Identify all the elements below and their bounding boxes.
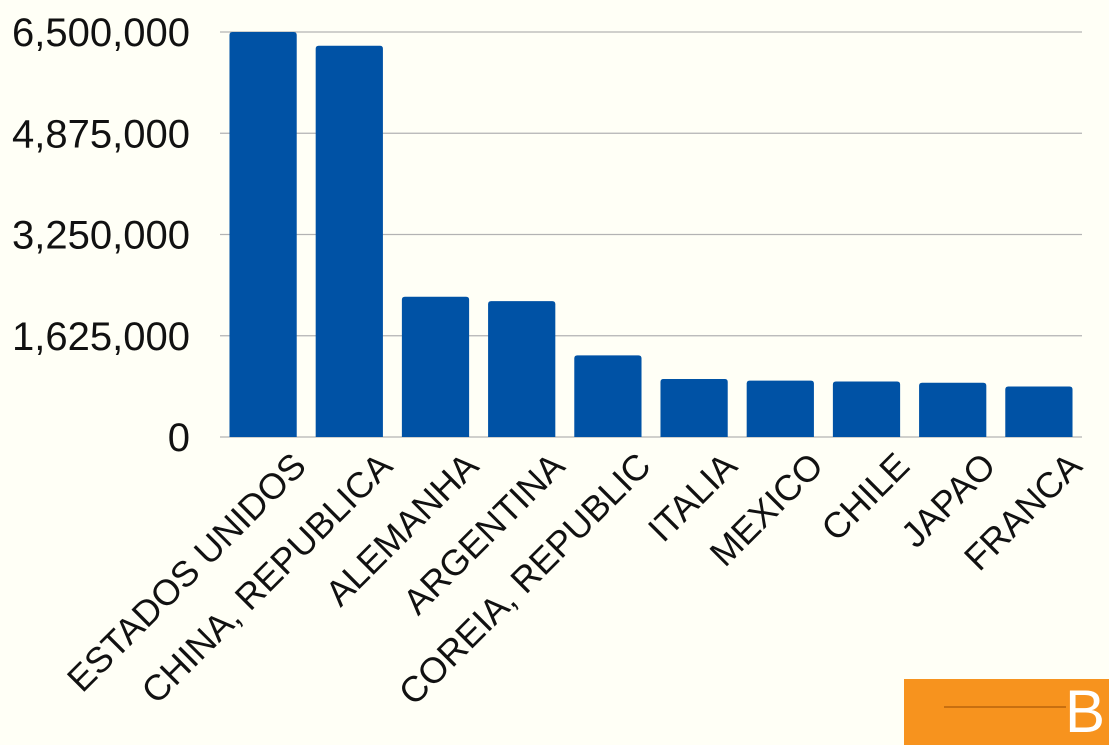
y-tick-label: 1,625,000 [12, 315, 190, 359]
y-axis-tick-labels: 0 1,625,000 3,250,000 4,875,000 6,500,000 [12, 11, 190, 460]
logo-line [944, 706, 1066, 708]
bar-italia [660, 379, 728, 437]
y-tick-label: 3,250,000 [12, 214, 190, 258]
bar-mexico [746, 380, 814, 437]
bar-chile [832, 381, 901, 437]
y-tick-label: 0 [168, 416, 190, 460]
y-tick-label: 6,500,000 [12, 11, 190, 55]
logo-badge: B [904, 679, 1109, 745]
bar-china-republica [315, 45, 383, 437]
bars [229, 32, 1073, 437]
bar-argentina [488, 301, 556, 437]
bar-alemanha [401, 296, 470, 437]
logo-letter: B [1064, 679, 1105, 745]
bar-coreia-republic [574, 355, 642, 437]
y-tick-label: 4,875,000 [12, 112, 190, 156]
bar-japao [919, 382, 987, 437]
bar-franca [1005, 386, 1073, 437]
bar-estados-unidos [229, 32, 297, 437]
